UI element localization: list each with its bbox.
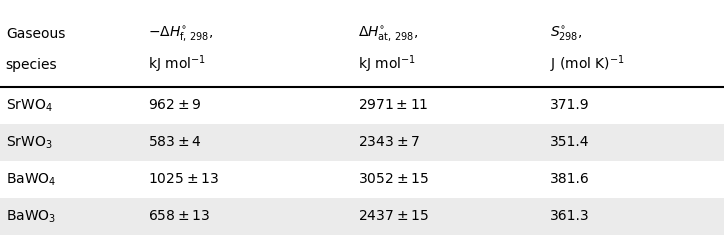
- Text: kJ mol$^{-1}$: kJ mol$^{-1}$: [358, 54, 416, 75]
- Text: 351.4: 351.4: [550, 135, 590, 149]
- Text: $583 \pm 4$: $583 \pm 4$: [148, 135, 202, 149]
- Text: SrWO$_4$: SrWO$_4$: [6, 97, 53, 114]
- Text: $1025 \pm 13$: $1025 \pm 13$: [148, 172, 219, 187]
- Bar: [0, 124, 724, 161]
- Text: BaWO$_4$: BaWO$_4$: [6, 171, 56, 188]
- Text: $658 \pm 13$: $658 \pm 13$: [148, 209, 211, 223]
- Text: $\Delta H^{\circ}_{\mathrm{at,\,298}}$,: $\Delta H^{\circ}_{\mathrm{at,\,298}}$,: [358, 24, 418, 44]
- Text: 381.6: 381.6: [550, 172, 590, 187]
- Text: $2343 \pm 7$: $2343 \pm 7$: [358, 135, 421, 149]
- Bar: [0, 198, 724, 235]
- Text: $-\Delta H^{\circ}_{\mathrm{f,\,298}}$,: $-\Delta H^{\circ}_{\mathrm{f,\,298}}$,: [148, 24, 214, 44]
- Text: kJ mol$^{-1}$: kJ mol$^{-1}$: [148, 54, 206, 75]
- Text: 371.9: 371.9: [550, 98, 590, 113]
- Text: species: species: [6, 58, 57, 72]
- Text: $2437 \pm 15$: $2437 \pm 15$: [358, 209, 429, 223]
- Text: Gaseous: Gaseous: [6, 27, 65, 41]
- Text: BaWO$_3$: BaWO$_3$: [6, 208, 56, 225]
- Text: $2971 \pm 11$: $2971 \pm 11$: [358, 98, 429, 113]
- Text: $962 \pm 9$: $962 \pm 9$: [148, 98, 202, 113]
- Text: $3052 \pm 15$: $3052 \pm 15$: [358, 172, 429, 187]
- Text: J (mol K)$^{-1}$: J (mol K)$^{-1}$: [550, 54, 625, 75]
- Text: 361.3: 361.3: [550, 209, 590, 223]
- Text: $S^{\circ}_{298}$,: $S^{\circ}_{298}$,: [550, 25, 583, 43]
- Text: SrWO$_3$: SrWO$_3$: [6, 134, 52, 151]
